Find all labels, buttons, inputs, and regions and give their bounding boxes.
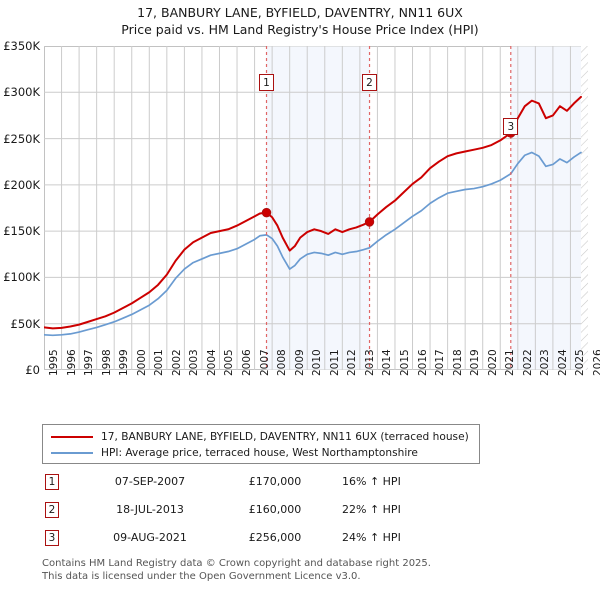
- x-tick-2005: 2005: [223, 349, 236, 376]
- y-tick-£0: £0: [25, 363, 40, 377]
- x-tick-2024: 2024: [556, 349, 569, 376]
- x-tick-2026: 2026: [592, 349, 600, 376]
- x-tick-2009: 2009: [293, 349, 306, 376]
- x-tick-2020: 2020: [486, 349, 499, 376]
- x-tick-2000: 2000: [135, 349, 148, 376]
- x-tick-2022: 2022: [521, 349, 534, 376]
- x-tick-2013: 2013: [363, 349, 376, 376]
- transaction-date-2: 18-JUL-2013: [116, 503, 184, 516]
- copyright-footer: Contains HM Land Registry data © Crown c…: [42, 558, 582, 583]
- legend-label-hpi: HPI: Average price, terraced house, West…: [101, 447, 418, 459]
- sale-marker-2: 2: [362, 74, 378, 91]
- transaction-price-2: £160,000: [248, 503, 302, 516]
- y-axis-labels: £0 £50K £100K £150K £200K £250K £300K £350K: [0, 39, 41, 377]
- chart-plot-area: 1 2 3: [44, 46, 588, 370]
- y-tick-£300K: £300K: [3, 85, 40, 100]
- chart-legend: 17, BANBURY LANE, BYFIELD, DAVENTRY, NN1…: [42, 424, 480, 464]
- table-row: 2 18-JUL-2013 £160,000 22% ↑ HPI: [42, 500, 512, 528]
- x-tick-1997: 1997: [83, 349, 96, 376]
- x-tick-2012: 2012: [346, 349, 359, 376]
- legend-row-hpi: HPI: Average price, terraced house, West…: [49, 445, 473, 461]
- x-tick-2002: 2002: [170, 349, 183, 376]
- x-tick-2018: 2018: [451, 349, 464, 376]
- legend-row-property: 17, BANBURY LANE, BYFIELD, DAVENTRY, NN1…: [49, 429, 473, 445]
- x-tick-2016: 2016: [416, 349, 429, 376]
- x-tick-2003: 2003: [188, 349, 201, 376]
- legend-swatch-hpi: [51, 452, 93, 454]
- y-tick-£200K: £200K: [3, 177, 40, 192]
- x-tick-1995: 1995: [48, 349, 60, 376]
- transaction-price-1: £170,000: [248, 475, 302, 488]
- transaction-price-3: £256,000: [248, 531, 302, 544]
- transaction-index-3: 3: [45, 530, 59, 546]
- y-tick-£50K: £50K: [10, 316, 41, 331]
- sale-marker-1: 1: [259, 74, 274, 91]
- page-title: 17, BANBURY LANE, BYFIELD, DAVENTRY, NN1…: [0, 4, 600, 38]
- x-tick-2021: 2021: [504, 349, 517, 376]
- transaction-date-3: 09-AUG-2021: [113, 531, 187, 544]
- y-tick-£250K: £250K: [3, 131, 40, 146]
- x-tick-2014: 2014: [381, 349, 394, 376]
- x-tick-2007: 2007: [258, 349, 271, 376]
- x-tick-1999: 1999: [118, 349, 131, 376]
- y-tick-£100K: £100K: [3, 270, 40, 285]
- x-tick-2025: 2025: [574, 349, 587, 376]
- footer-line-1: Contains HM Land Registry data © Crown c…: [42, 558, 431, 569]
- transaction-hpi-3: 24% ↑ HPI: [342, 531, 401, 544]
- transactions-table: 1 07-SEP-2007 £170,000 16% ↑ HPI 2 18-JU…: [42, 472, 512, 556]
- title-line-2: Price paid vs. HM Land Registry's House …: [121, 22, 479, 37]
- transaction-date-1: 07-SEP-2007: [114, 475, 186, 488]
- x-axis-labels: 1995 1996 1997 1998 1999 2000 2001 2002 2003 2004…: [0, 349, 600, 420]
- transaction-index-2: 2: [45, 502, 59, 518]
- x-tick-2001: 2001: [153, 349, 166, 376]
- table-row: 1 07-SEP-2007 £170,000 16% ↑ HPI: [42, 472, 512, 500]
- title-line-1: 17, BANBURY LANE, BYFIELD, DAVENTRY, NN1…: [137, 5, 463, 20]
- x-tick-2011: 2011: [328, 349, 341, 376]
- legend-swatch-property: [51, 436, 93, 438]
- footer-line-2: This data is licensed under the Open Gov…: [42, 570, 361, 582]
- x-tick-2008: 2008: [276, 349, 289, 376]
- x-tick-2017: 2017: [434, 349, 447, 376]
- x-tick-2006: 2006: [241, 349, 254, 376]
- x-tick-2015: 2015: [398, 349, 411, 376]
- sale-marker-3: 3: [503, 118, 519, 135]
- x-tick-1996: 1996: [65, 349, 78, 376]
- x-tick-2010: 2010: [311, 349, 324, 376]
- transaction-hpi-1: 16% ↑ HPI: [342, 475, 401, 488]
- price-history-chart: [44, 46, 588, 370]
- y-tick-£350K: £350K: [3, 39, 40, 53]
- x-tick-2023: 2023: [539, 349, 552, 376]
- table-row: 3 09-AUG-2021 £256,000 24% ↑ HPI: [42, 528, 512, 556]
- legend-label-property: 17, BANBURY LANE, BYFIELD, DAVENTRY, NN1…: [101, 431, 469, 443]
- transaction-hpi-2: 22% ↑ HPI: [342, 503, 401, 516]
- x-tick-1998: 1998: [100, 349, 113, 376]
- transaction-index-1: 1: [45, 474, 59, 490]
- x-tick-2019: 2019: [469, 349, 482, 376]
- y-tick-£150K: £150K: [3, 224, 40, 239]
- x-tick-2004: 2004: [205, 349, 218, 376]
